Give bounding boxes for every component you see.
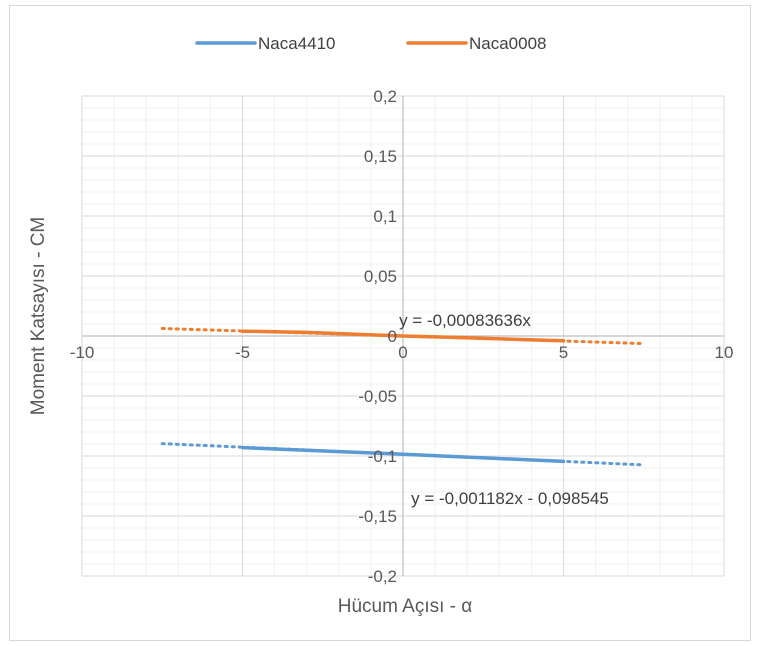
- x-tick-label: 5: [559, 343, 568, 362]
- y-tick-label: -0,05: [358, 387, 397, 406]
- x-tick-label: 0: [398, 343, 407, 362]
- y-axis-title: Moment Katsayısı - CM: [28, 217, 49, 416]
- x-tick-label: 10: [715, 343, 734, 362]
- y-tick-label: 0,2: [373, 87, 397, 106]
- chart-svg: Naca4410 Naca0008 -10 -5 0 5 10-0,2-0,15-0,1-…: [28, 34, 734, 617]
- annotations: y = -0,001182x - 0,098545 y = -0,00083636…: [399, 311, 609, 508]
- y-tick-label: -0,15: [358, 507, 397, 526]
- legend: Naca4410 Naca0008: [195, 34, 547, 53]
- legend-label-naca0008: Naca0008: [469, 34, 547, 53]
- chart-frame: Naca4410 Naca0008 -10 -5 0 5 10 -0,2 -0,15 -0,1-…: [9, 5, 751, 641]
- y-tick-label: 0: [388, 327, 397, 346]
- y-tick-label: -0,1: [368, 447, 397, 466]
- x-tick-label: -10: [70, 343, 95, 362]
- series-lines: [240, 329, 566, 464]
- x-axis-title: Hücum Açısı - α: [338, 596, 473, 617]
- x-tick-label: -5: [235, 343, 250, 362]
- series-line-naca0008: [240, 329, 566, 343]
- plot-area: [81, 95, 725, 577]
- legend-label-naca4410: Naca4410: [258, 34, 336, 53]
- y-tick-label: 0,05: [364, 267, 397, 286]
- y-tick-label: -0,2: [368, 567, 397, 586]
- series-line-naca4410: [240, 445, 566, 464]
- y-tick-label: 0,1: [373, 207, 397, 226]
- y-tick-label: 0,15: [364, 147, 397, 166]
- tick-labels: -10 -5 0 5 10 -0,2 -0,15 -0,1 -0,05 0 0,05 0,1 0,15 0…: [70, 87, 734, 586]
- trendline-equation-naca0008: y = -0,00083636x: [399, 311, 531, 330]
- trendline-equation-naca4410: y = -0,001182x - 0,098545: [411, 489, 609, 508]
